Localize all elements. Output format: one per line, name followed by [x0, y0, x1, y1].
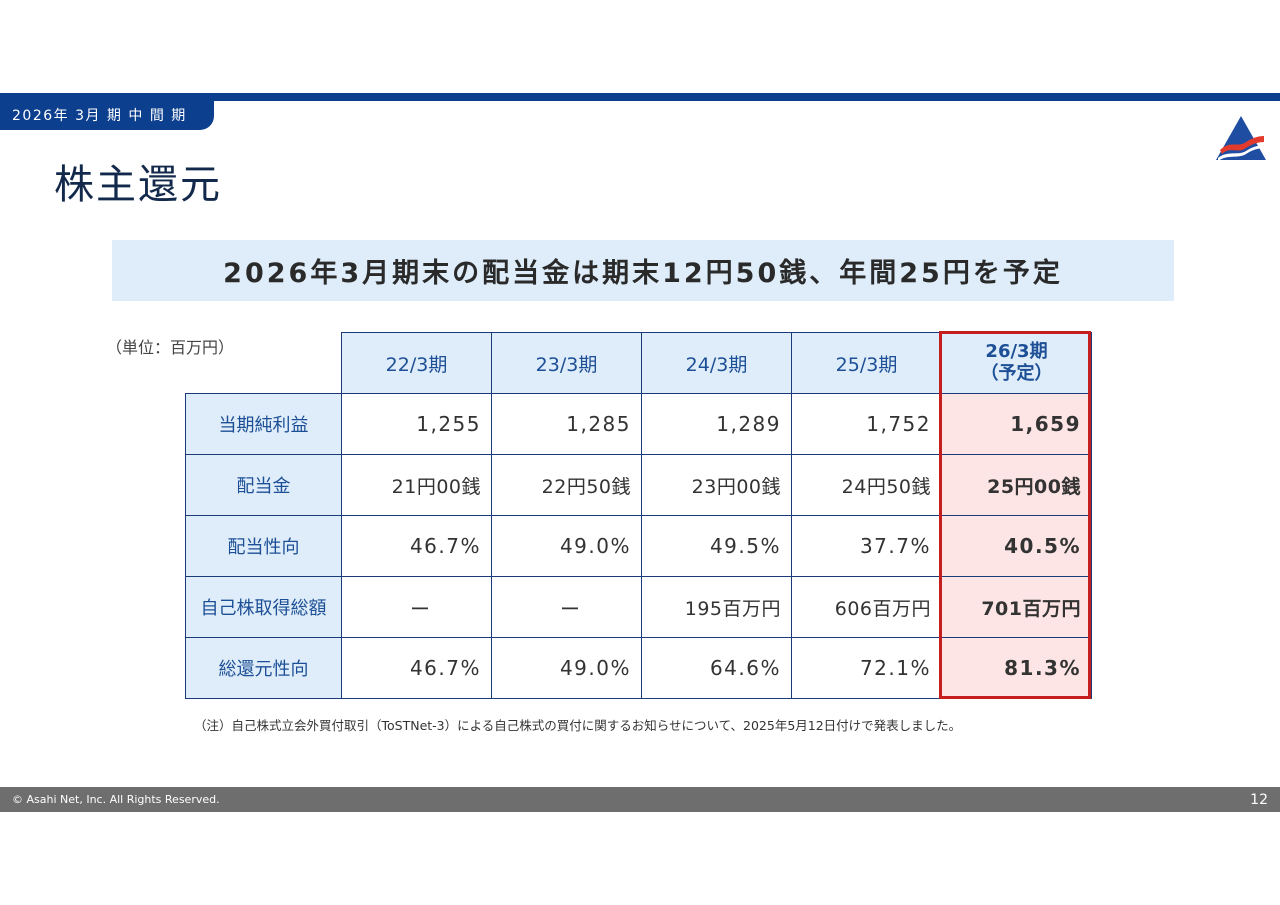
table-cell: 1,752 [791, 393, 942, 455]
table-cell: 24円50銭 [791, 454, 942, 516]
table-cell: 37.7% [791, 515, 942, 577]
table-cell: 606百万円 [791, 576, 942, 638]
table-cell: 195百万円 [641, 576, 792, 638]
forecast-period: 26/3期 [985, 341, 1048, 362]
table-cell: 1,289 [641, 393, 792, 455]
table-cell: 1,255 [341, 393, 492, 455]
shareholder-return-table: 22/3期 23/3期 24/3期 25/3期 26/3期 （予定） 当期純利益… [185, 332, 1092, 699]
table-cell: 46.7% [341, 637, 492, 699]
table-row: 当期純利益 1,255 1,285 1,289 1,752 1,659 [185, 393, 1092, 455]
table-row: 総還元性向 46.7% 49.0% 64.6% 72.1% 81.3% [185, 637, 1092, 699]
column-header-forecast: 26/3期 （予定） [941, 332, 1092, 394]
row-label: 総還元性向 [185, 637, 342, 699]
table-cell: 21円00銭 [341, 454, 492, 516]
table-corner [186, 333, 342, 394]
table-cell: 23円00銭 [641, 454, 792, 516]
footer-bar: © Asahi Net, Inc. All Rights Reserved. 1… [0, 787, 1280, 812]
unit-label: （単位：百万円） [106, 338, 235, 357]
table-cell: 64.6% [641, 637, 792, 699]
forecast-cell: 25円00銭 [941, 454, 1092, 516]
table-cell: 1,285 [491, 393, 642, 455]
column-header: 25/3期 [791, 332, 942, 394]
period-tab: 2026年 3月 期 中 間 期 [0, 100, 214, 130]
row-label: 配当性向 [185, 515, 342, 577]
period-label: 2026年 3月 期 中 間 期 [12, 108, 187, 124]
forecast-tag: （予定） [980, 363, 1053, 384]
forecast-cell: 81.3% [941, 637, 1092, 699]
column-header: 24/3期 [641, 332, 792, 394]
top-accent-bar [0, 93, 1280, 101]
row-label: 自己株取得総額 [185, 576, 342, 638]
table-cell: ー [341, 576, 492, 638]
table-cell: 46.7% [341, 515, 492, 577]
table-row: 自己株取得総額 ー ー 195百万円 606百万円 701百万円 [185, 576, 1092, 638]
table-cell: 22円50銭 [491, 454, 642, 516]
table-cell: 49.0% [491, 515, 642, 577]
column-header: 23/3期 [491, 332, 642, 394]
table-cell: 49.5% [641, 515, 792, 577]
table-row: 配当性向 46.7% 49.0% 49.5% 37.7% 40.5% [185, 515, 1092, 577]
headline-text: 2026年3月期末の配当金は期末12円50銭、年間25円を予定 [223, 258, 1063, 289]
table-cell: 49.0% [491, 637, 642, 699]
row-label: 当期純利益 [185, 393, 342, 455]
table-cell: 72.1% [791, 637, 942, 699]
page-number: 12 [1250, 791, 1268, 808]
headline-banner: 2026年3月期末の配当金は期末12円50銭、年間25円を予定 [112, 240, 1174, 301]
table-row: 配当金 21円00銭 22円50銭 23円00銭 24円50銭 25円00銭 [185, 454, 1092, 516]
copyright-text: © Asahi Net, Inc. All Rights Reserved. [12, 793, 220, 806]
company-logo-icon [1216, 116, 1266, 161]
page-title: 株主還元 [54, 162, 222, 208]
column-header: 22/3期 [341, 332, 492, 394]
forecast-cell: 1,659 [941, 393, 1092, 455]
table-header-row: 22/3期 23/3期 24/3期 25/3期 26/3期 （予定） [186, 332, 1092, 394]
footnote: （注）自己株式立会外買付取引（ToSTNet-3）による自己株式の買付に関するお… [194, 718, 962, 733]
row-label: 配当金 [185, 454, 342, 516]
forecast-cell: 40.5% [941, 515, 1092, 577]
forecast-cell: 701百万円 [941, 576, 1092, 638]
table-cell: ー [491, 576, 642, 638]
